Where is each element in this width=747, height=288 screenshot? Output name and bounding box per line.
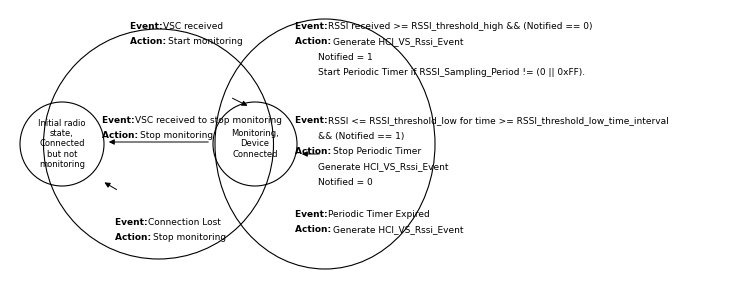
Text: Generate HCI_VS_Rssi_Event: Generate HCI_VS_Rssi_Event	[295, 162, 448, 171]
Text: Stop monitoring: Stop monitoring	[140, 132, 213, 141]
Text: Stop monitoring: Stop monitoring	[152, 234, 226, 242]
Text: Event:: Event:	[130, 22, 166, 31]
Text: Start Periodic Timer if RSSI_Sampling_Period != (0 || 0xFF).: Start Periodic Timer if RSSI_Sampling_Pe…	[295, 69, 585, 77]
Text: Generate HCI_VS_Rssi_Event: Generate HCI_VS_Rssi_Event	[332, 37, 463, 46]
Text: RSSI <= RSSI_threshold_low for time >= RSSI_threshold_low_time_interval: RSSI <= RSSI_threshold_low for time >= R…	[328, 116, 669, 125]
Text: Event:: Event:	[295, 22, 331, 31]
Text: RSSI received >= RSSI_threshold_high && (Notified == 0): RSSI received >= RSSI_threshold_high && …	[328, 22, 592, 31]
Text: VSC received to stop monitoring: VSC received to stop monitoring	[135, 116, 282, 125]
Text: Connection Lost: Connection Lost	[148, 218, 220, 227]
Text: Action:: Action:	[102, 132, 141, 141]
Text: Action:: Action:	[115, 234, 154, 242]
Text: Stop Periodic Timer: Stop Periodic Timer	[332, 147, 421, 156]
Text: Start monitoring: Start monitoring	[167, 37, 242, 46]
Text: Action:: Action:	[295, 147, 334, 156]
Text: Action:: Action:	[130, 37, 170, 46]
Text: Action:: Action:	[295, 226, 334, 234]
Text: Event:: Event:	[295, 116, 331, 125]
Text: Event:: Event:	[115, 218, 151, 227]
Text: Event:: Event:	[295, 210, 331, 219]
Text: Periodic Timer Expired: Periodic Timer Expired	[328, 210, 430, 219]
Text: Notified = 0: Notified = 0	[295, 178, 373, 187]
Text: Action:: Action:	[295, 37, 334, 46]
Text: Generate HCI_VS_Rssi_Event: Generate HCI_VS_Rssi_Event	[332, 226, 463, 234]
Text: Event:: Event:	[102, 116, 137, 125]
Text: && (Notified == 1): && (Notified == 1)	[295, 132, 404, 141]
Text: Notified = 1: Notified = 1	[295, 53, 373, 62]
Text: Monitoring,
Device
Connected: Monitoring, Device Connected	[231, 129, 279, 159]
Text: VSC received: VSC received	[163, 22, 223, 31]
Text: Initial radio
state,
Connected
but not
monitoring: Initial radio state, Connected but not m…	[38, 119, 86, 169]
